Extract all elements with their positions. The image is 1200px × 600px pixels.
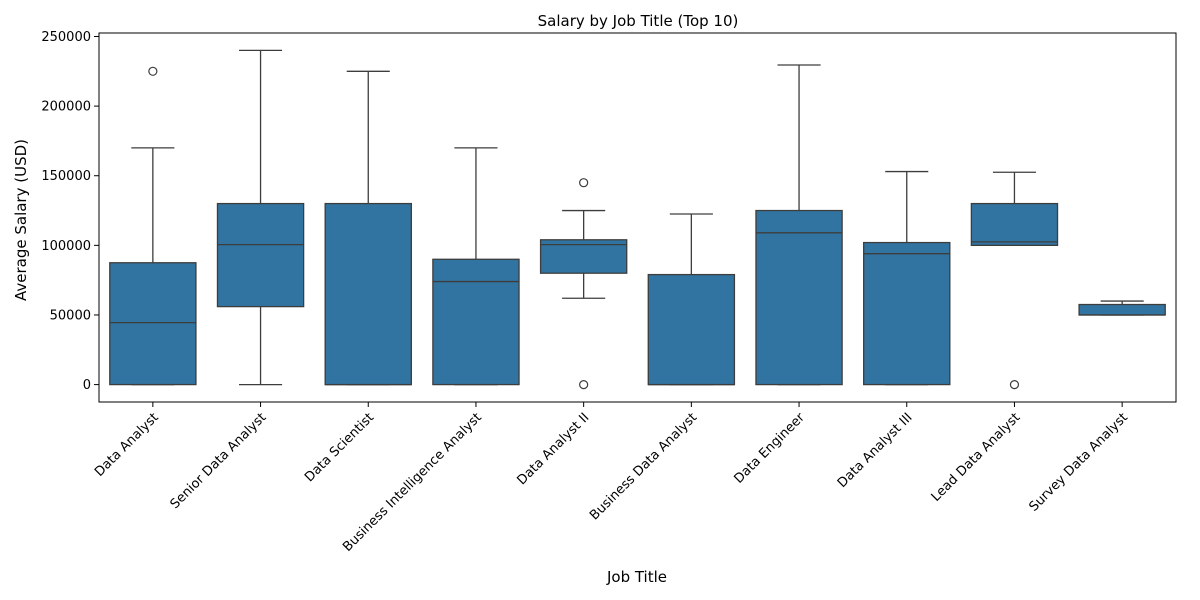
outlier-point [1009,379,1020,390]
box-group [863,170,951,386]
y-axis-label: Average Salary (USD) [12,139,30,301]
box-group [432,147,520,386]
outlier-point [579,379,589,390]
box-iqr [970,202,1059,246]
y-tick-label: 250000 [41,30,91,45]
y-tick-label: 50000 [50,308,91,323]
box-iqr [539,239,628,274]
x-tick-label: Business Data Analyst [587,410,700,523]
x-tick-label: Data Analyst III [835,410,916,491]
box-iqr [755,209,843,386]
chart-title: Salary by Job Title (Top 10) [538,12,739,30]
box-group [970,171,1059,390]
x-tick-label: Senior Data Analyst [168,410,270,512]
box-iqr [432,258,520,386]
box-group [539,178,628,390]
x-tick-label: Lead Data Analyst [929,410,1024,505]
box-group [109,66,197,386]
box-iqr [216,202,305,308]
box-group [647,213,736,386]
x-tick-label: Data Analyst II [515,410,593,488]
box-group [324,70,412,386]
outlier-point [579,178,589,188]
box-iqr [863,241,951,386]
y-tick-label: 200000 [41,100,91,115]
x-tick-label: Data Scientist [302,410,377,485]
box-group [216,49,305,386]
x-axis-label: Job Title [606,568,667,586]
box-group [755,64,843,386]
box-iqr [109,262,197,386]
box-iqr [1078,303,1166,316]
y-tick-label: 150000 [41,169,91,184]
y-tick-label: 0 [83,378,91,393]
outlier-point [148,66,158,76]
plot-area: 0 50000 100000 150000 200000 250000 Data Analy… [41,30,1177,555]
y-tick-label: 100000 [41,239,91,254]
box-iqr [324,202,412,386]
plot-frame [98,32,1177,403]
x-tick-label: Survey Data Analyst [1026,410,1131,515]
x-tick-label: Data Engineer [731,410,808,487]
box-group [1078,300,1166,316]
x-tick-label: Data Analyst [92,410,162,480]
box-iqr [647,273,736,386]
